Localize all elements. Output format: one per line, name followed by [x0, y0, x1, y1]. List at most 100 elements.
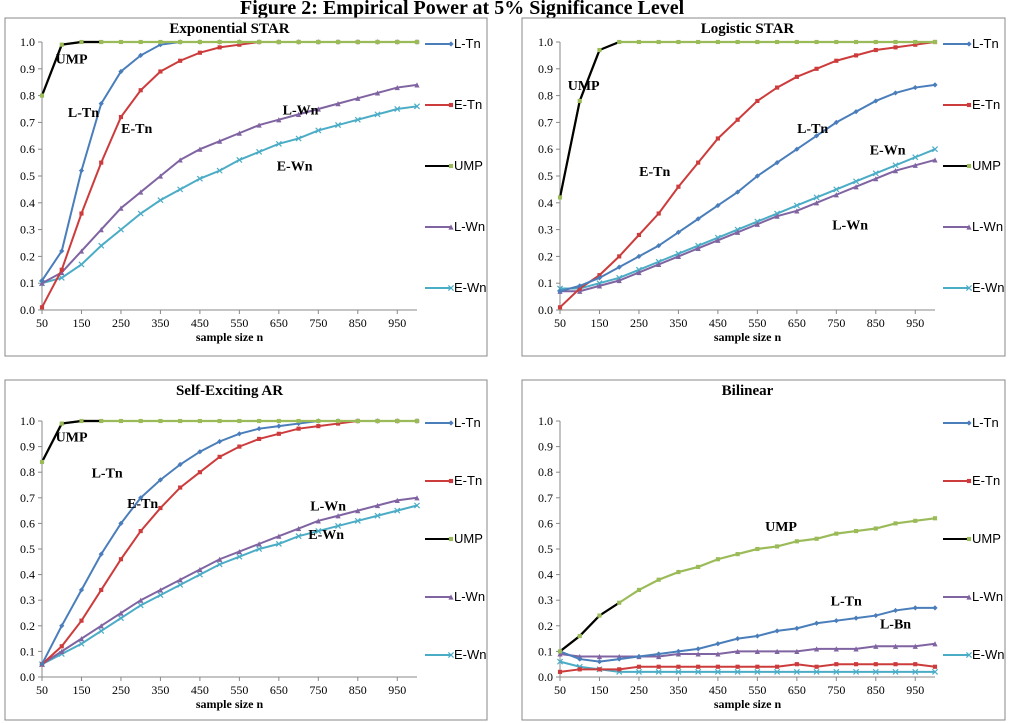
data-point: [774, 668, 781, 675]
x-axis-label: sample size n: [714, 697, 782, 711]
y-tick-label: 0.4: [20, 196, 35, 210]
data-point: [932, 605, 938, 611]
data-point: [296, 39, 301, 45]
data-point: [696, 39, 701, 45]
data-point: [58, 274, 65, 281]
data-point: [295, 525, 302, 532]
data-point: [813, 668, 820, 675]
x-tick-label: 50: [36, 316, 48, 330]
data-point: [98, 101, 104, 107]
data-point: [177, 186, 184, 193]
data-point: [715, 641, 721, 647]
series-line-ump-dark: [41, 419, 102, 463]
data-point: [675, 229, 682, 235]
x-tick-label: 50: [554, 316, 566, 330]
data-point: [872, 170, 879, 177]
data-point: [833, 618, 839, 624]
y-tick-label: 1.0: [20, 414, 35, 428]
legend-entry: E-Tn: [425, 97, 482, 112]
data-point: [577, 98, 582, 104]
data-point: [873, 612, 879, 619]
y-tick-label: 0.5: [538, 542, 553, 556]
legend-entry: L-Tn: [943, 36, 999, 51]
data-point: [754, 173, 760, 179]
data-point: [59, 421, 64, 426]
data-point: [794, 146, 800, 152]
x-tick-label: 850: [349, 316, 367, 330]
data-point: [59, 648, 65, 654]
data-point: [735, 636, 741, 642]
y-tick-label: 0.4: [538, 568, 553, 582]
data-point: [853, 646, 859, 652]
annotation: UMP: [765, 520, 797, 535]
legend-label: E-Tn: [972, 473, 1000, 488]
series-line-ump-dark: [558, 40, 620, 198]
data-point: [735, 648, 741, 654]
data-point: [217, 45, 222, 50]
data-point: [932, 641, 938, 647]
data-point: [814, 664, 819, 669]
data-point: [794, 208, 800, 214]
data-point: [157, 592, 164, 599]
data-point: [912, 162, 918, 168]
data-point: [197, 418, 202, 424]
data-point: [893, 662, 898, 667]
data-point: [138, 418, 143, 424]
y-tick-label: 0.2: [20, 249, 35, 263]
data-point: [814, 66, 819, 71]
y-tick-label: 0.7: [20, 115, 35, 129]
data-point: [892, 168, 899, 174]
data-point: [932, 157, 938, 163]
data-point: [617, 39, 622, 45]
data-point: [315, 528, 322, 535]
x-tick-label: 50: [554, 683, 566, 697]
y-tick-label: 0.2: [538, 249, 553, 263]
x-tick-label: 650: [788, 683, 806, 697]
data-point: [676, 569, 681, 575]
data-point: [695, 245, 701, 251]
data-point: [335, 122, 342, 129]
data-point: [735, 664, 740, 669]
data-point: [616, 656, 622, 662]
y-tick-label: 0.7: [20, 491, 35, 505]
series-line: [558, 40, 935, 198]
data-point: [315, 518, 321, 524]
data-point: [197, 146, 203, 152]
data-point: [873, 176, 879, 182]
series-line: [560, 158, 936, 293]
y-tick-label: 0.4: [538, 196, 553, 210]
data-point: [735, 189, 741, 195]
data-point: [257, 39, 262, 45]
data-point: [853, 53, 859, 58]
series-l-wn: [39, 82, 420, 286]
data-point: [237, 39, 242, 45]
data-point: [656, 577, 661, 582]
chart-title: Exponential STAR: [169, 21, 289, 37]
data-point: [754, 648, 760, 654]
legend-label: UMP: [454, 531, 483, 546]
data-point: [335, 513, 341, 519]
data-point: [597, 613, 602, 618]
data-point: [197, 39, 202, 45]
series-ump: [39, 418, 420, 465]
data-point: [676, 39, 681, 45]
data-point: [735, 117, 740, 122]
y-tick-label: 0.3: [538, 593, 553, 607]
data-point: [912, 605, 918, 611]
legend-entry: L-Tn: [425, 36, 481, 51]
series-line: [559, 517, 936, 653]
series-line: [559, 642, 936, 658]
data-point: [256, 148, 263, 155]
data-point: [577, 667, 582, 672]
data-point: [775, 544, 780, 549]
legend-label: UMP: [972, 158, 1001, 173]
series-l-tn: [557, 605, 938, 665]
data-point: [636, 39, 642, 45]
data-point: [775, 664, 780, 669]
annotation: L-Bn: [880, 617, 911, 632]
y-tick-label: 0.5: [20, 542, 35, 556]
legend-entry: UMP: [943, 531, 1001, 546]
data-point: [217, 454, 222, 459]
data-point: [597, 667, 602, 672]
data-point: [833, 668, 840, 675]
